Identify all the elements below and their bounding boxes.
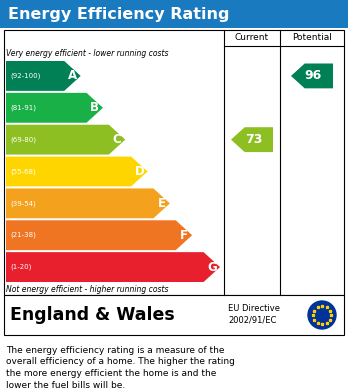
Text: F: F — [180, 229, 188, 242]
Polygon shape — [6, 188, 170, 218]
Polygon shape — [6, 61, 81, 91]
Text: Energy Efficiency Rating: Energy Efficiency Rating — [8, 7, 229, 22]
Text: 73: 73 — [245, 133, 262, 146]
Text: A: A — [68, 70, 77, 83]
Text: Very energy efficient - lower running costs: Very energy efficient - lower running co… — [6, 49, 168, 58]
Text: Not energy efficient - higher running costs: Not energy efficient - higher running co… — [6, 285, 168, 294]
Text: Potential: Potential — [292, 34, 332, 43]
Polygon shape — [6, 156, 148, 187]
Polygon shape — [6, 252, 220, 282]
Text: D: D — [134, 165, 144, 178]
Text: England & Wales: England & Wales — [10, 306, 175, 324]
Text: (81-91): (81-91) — [10, 104, 36, 111]
Bar — [4, 295, 344, 335]
Text: Current: Current — [235, 34, 269, 43]
Bar — [0, 0, 348, 28]
Text: (92-100): (92-100) — [10, 73, 40, 79]
Text: (21-38): (21-38) — [10, 232, 36, 239]
Polygon shape — [6, 220, 192, 250]
Polygon shape — [231, 127, 273, 152]
Circle shape — [308, 301, 336, 329]
Text: (1-20): (1-20) — [10, 264, 31, 270]
Text: (55-68): (55-68) — [10, 168, 36, 175]
Text: overall efficiency of a home. The higher the rating: overall efficiency of a home. The higher… — [6, 357, 235, 366]
Text: B: B — [90, 101, 99, 114]
Polygon shape — [6, 93, 103, 123]
Text: The energy efficiency rating is a measure of the: The energy efficiency rating is a measur… — [6, 346, 224, 355]
Bar — [4, 30, 344, 295]
Text: lower the fuel bills will be.: lower the fuel bills will be. — [6, 380, 125, 389]
Polygon shape — [291, 63, 333, 88]
Text: (39-54): (39-54) — [10, 200, 36, 206]
Text: E: E — [158, 197, 166, 210]
Text: (69-80): (69-80) — [10, 136, 36, 143]
Text: the more energy efficient the home is and the: the more energy efficient the home is an… — [6, 369, 216, 378]
Text: 96: 96 — [305, 70, 322, 83]
Text: G: G — [207, 260, 217, 274]
Text: C: C — [113, 133, 121, 146]
Text: EU Directive
2002/91/EC: EU Directive 2002/91/EC — [228, 303, 280, 325]
Polygon shape — [6, 125, 125, 154]
